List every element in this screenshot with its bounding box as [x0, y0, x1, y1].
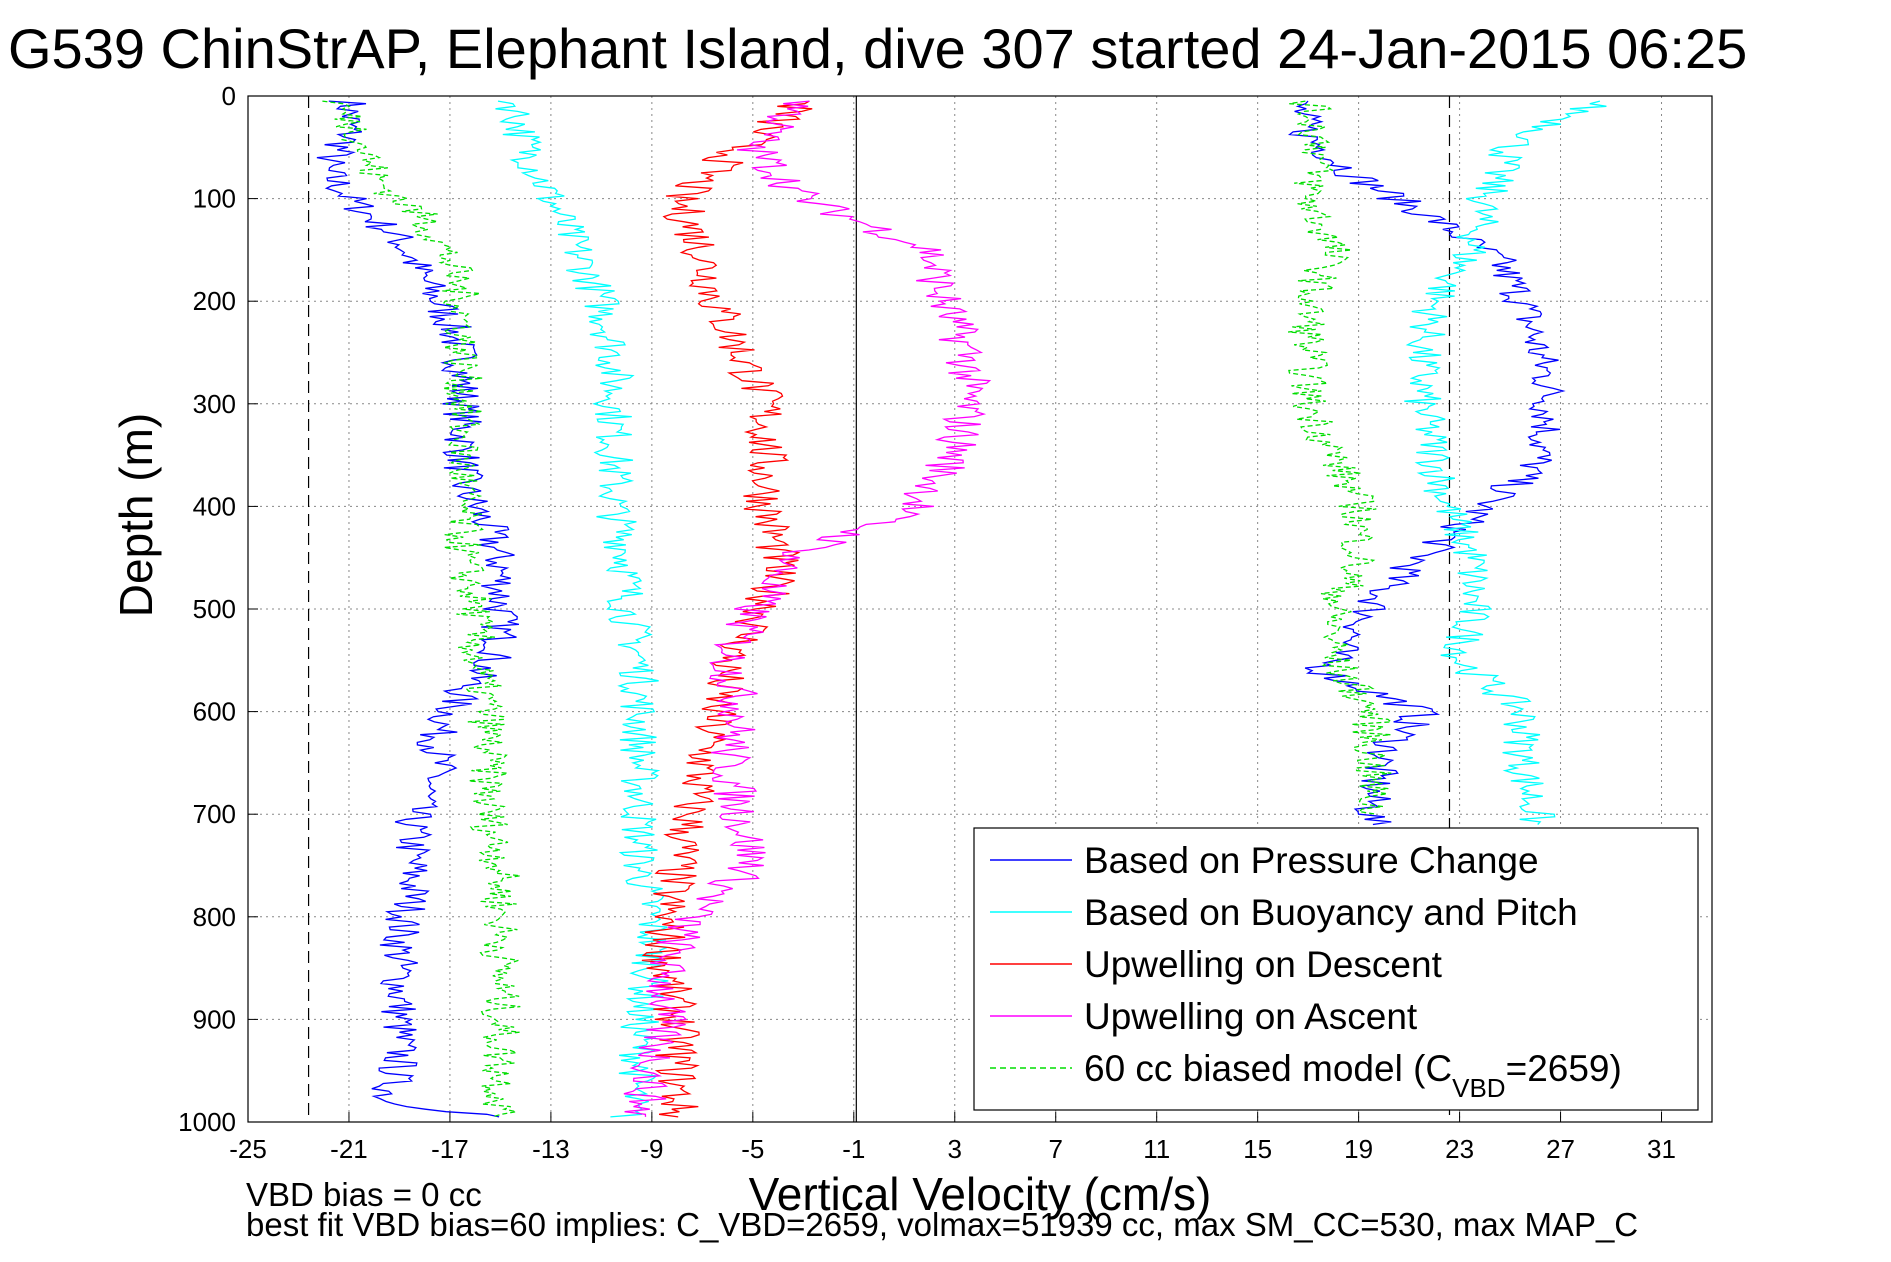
based-on-pressure-change-ascent-line	[1287, 100, 1566, 826]
legend-label: Upwelling on Ascent	[1084, 996, 1418, 1037]
legend-label: Upwelling on Descent	[1084, 944, 1443, 985]
x-ticks: -25 -21 -17 -13 -9 -5 -1 3 7 11 15 19 23 27 31	[229, 1112, 1676, 1164]
based-on-pressure-change-descent-line	[316, 100, 520, 1118]
x-tick-label: 11	[1143, 1134, 1170, 1164]
plot-area: -25 -21 -17 -13 -9 -5 -1 3 7 11 15 19 23 27 31 0100200…	[178, 81, 1713, 1164]
legend-label: Based on Pressure Change	[1084, 840, 1539, 881]
x-tick-label: -13	[532, 1134, 570, 1164]
based-on-buoyancy-and-pitch-ascent-line	[1404, 100, 1607, 825]
x-axis-label: Vertical Velocity (cm/s)	[749, 1168, 1212, 1220]
legend-label: Based on Buoyancy and Pitch	[1084, 892, 1578, 933]
vbd-bias-note: VBD bias = 0 cc	[246, 1176, 482, 1213]
x-tick-label: 19	[1344, 1134, 1373, 1164]
y-tick-label: 800	[193, 902, 236, 932]
y-tick-label: 500	[193, 594, 236, 624]
x-tick-label: 31	[1647, 1134, 1676, 1164]
y-tick-label: 0	[222, 81, 236, 111]
y-tick-label: 900	[193, 1004, 236, 1034]
y-tick-label: 300	[193, 389, 236, 419]
best-fit-note: best fit VBD bias=60 implies: C_VBD=2659…	[246, 1206, 1638, 1243]
x-tick-label: -21	[330, 1134, 368, 1164]
x-tick-label: -5	[741, 1134, 764, 1164]
x-tick-label: -9	[640, 1134, 663, 1164]
x-tick-label: -17	[431, 1134, 469, 1164]
y-tick-label: 400	[193, 491, 236, 521]
y-tick-label: 200	[193, 286, 236, 316]
y-axis-label: Depth (m)	[110, 413, 162, 617]
60-cc-biased-model-c-descent-line	[322, 100, 521, 1118]
x-tick-label: -1	[842, 1134, 865, 1164]
y-tick-label: 1000	[178, 1107, 236, 1137]
y-tick-label: 100	[193, 184, 236, 214]
x-tick-label: 23	[1445, 1134, 1474, 1164]
x-tick-label: 27	[1546, 1134, 1575, 1164]
legend-box	[973, 827, 1699, 1111]
x-tick-label: 15	[1243, 1134, 1272, 1164]
chart-title: G539 ChinStrAP, Elephant Island, dive 30…	[8, 17, 1747, 80]
x-tick-label: 7	[1048, 1134, 1062, 1164]
x-tick-label: -25	[229, 1134, 267, 1164]
y-ticks: 0 100 200 300 400 500 600 700 800 900 1000	[178, 81, 258, 1137]
legend: Based on Pressure Change Based on Buoyanc…	[973, 827, 1699, 1111]
60-cc-biased-model-c-ascent-line	[1288, 100, 1393, 815]
y-tick-label: 600	[193, 697, 236, 727]
upwelling-on-ascent-line	[623, 100, 992, 1117]
y-tick-label: 700	[193, 799, 236, 829]
series-layer	[316, 100, 1607, 1118]
x-tick-label: 3	[948, 1134, 962, 1164]
upwelling-on-descent-line	[641, 100, 813, 1118]
